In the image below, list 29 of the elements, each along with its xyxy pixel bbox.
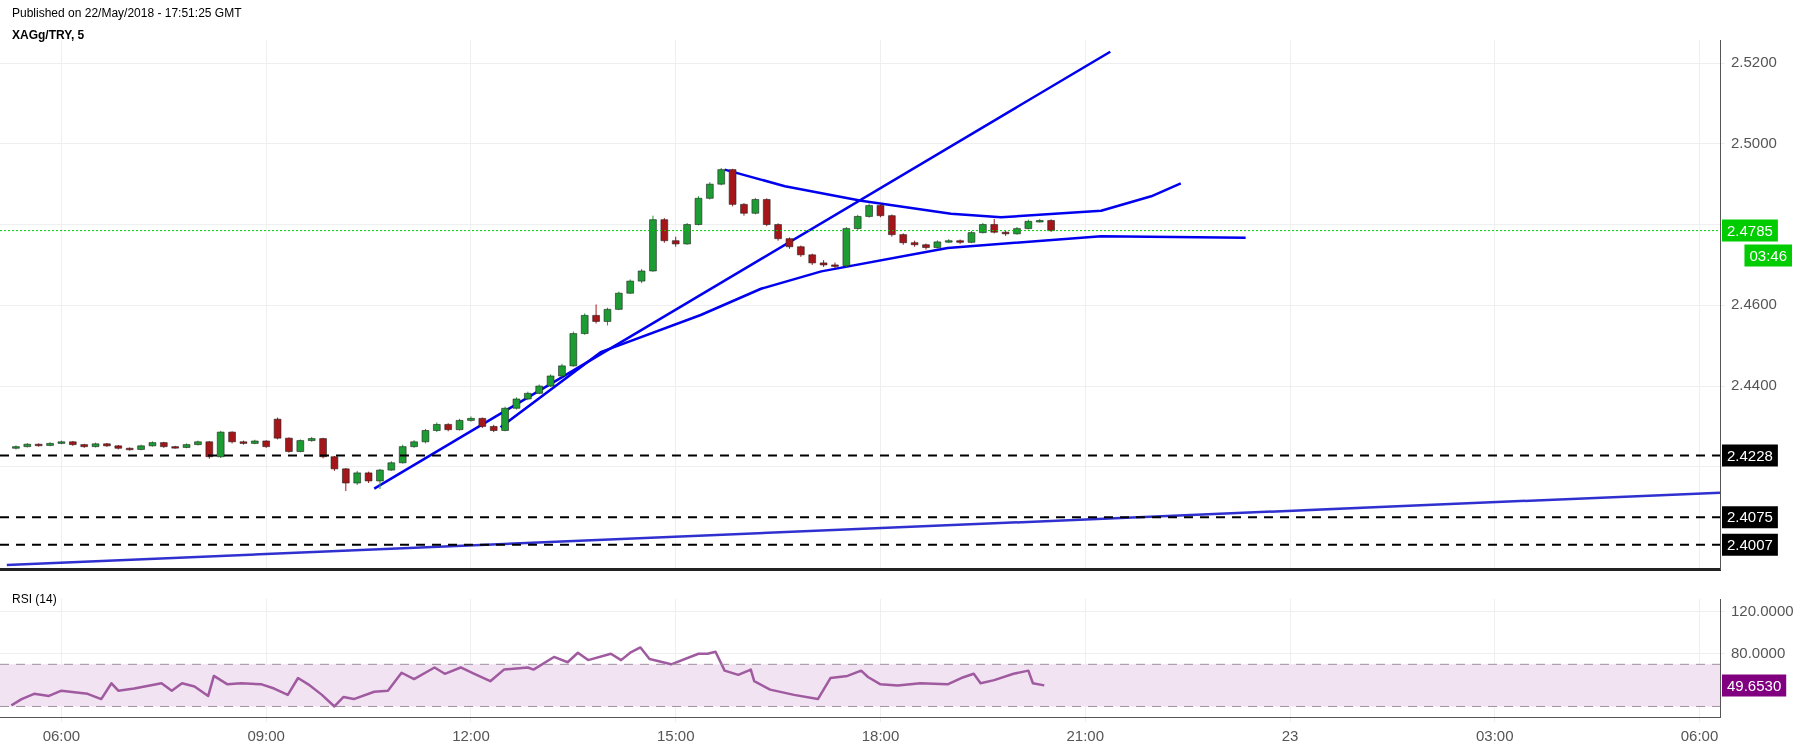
ref-line-label: 2.4007 <box>1727 535 1773 553</box>
ref-line-label: 2.4228 <box>1727 446 1773 464</box>
ref-line-label: 2.4075 <box>1727 508 1773 526</box>
text: 03:46 <box>1749 246 1788 264</box>
x-tick-label: 23 <box>1281 727 1299 745</box>
chart-subtitle: Published on 22/May/2018 - 17:51:25 GMT <box>12 6 242 20</box>
x-tick-label: 09:00 <box>247 727 285 745</box>
x-tick-label: 12:00 <box>452 727 490 745</box>
x-tick-label: 21:00 <box>1066 727 1105 745</box>
chart-title: RSI (14) <box>12 592 57 606</box>
y-tick-label: 120.0000 <box>1731 601 1794 619</box>
chart-title: XAGg/TRY, 5 <box>12 28 85 42</box>
y-tick-label: 2.4400 <box>1731 376 1777 394</box>
y-tick-label: 2.5200 <box>1731 53 1777 71</box>
x-tick-label: 06:00 <box>42 727 81 745</box>
x-tick-label: 06:00 <box>1680 727 1719 745</box>
candlestick <box>467 415 475 423</box>
x-tick-label: 15:00 <box>656 727 695 745</box>
candlestick <box>581 312 589 336</box>
candlestick <box>956 238 964 245</box>
ref-line-label: 2.4785 <box>1727 221 1773 239</box>
x-tick-label: 18:00 <box>861 727 900 745</box>
text: 49.6530 <box>1727 676 1782 694</box>
y-tick-label: 2.4600 <box>1731 295 1777 313</box>
x-tick-label: 03:00 <box>1475 727 1514 745</box>
y-tick-label: 2.5000 <box>1731 133 1777 151</box>
y-tick-label: 80.0000 <box>1731 643 1786 661</box>
candlestick <box>592 304 600 324</box>
candlestick <box>888 213 896 238</box>
